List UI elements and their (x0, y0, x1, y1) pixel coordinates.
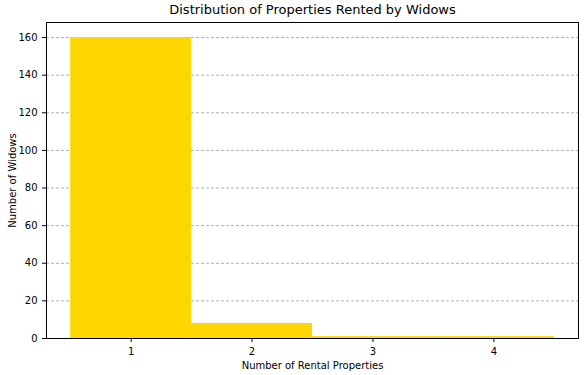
svg-text:120: 120 (18, 107, 37, 118)
svg-text:2: 2 (249, 346, 255, 357)
svg-text:0: 0 (31, 333, 37, 344)
svg-text:4: 4 (491, 346, 497, 357)
svg-text:100: 100 (18, 145, 37, 156)
svg-text:20: 20 (25, 295, 38, 306)
svg-text:80: 80 (25, 182, 38, 193)
svg-text:60: 60 (25, 220, 38, 231)
html-text:Distribution of Properties Ren: Distribution of Properties Rented by Wid… (169, 2, 456, 17)
svg-text:3: 3 (370, 346, 376, 357)
svg-text:40: 40 (25, 257, 38, 268)
svg-text:Number of Rental Properties: Number of Rental Properties (242, 360, 384, 371)
svg-text:Number of Widows: Number of Widows (7, 133, 18, 227)
svg-text:160: 160 (18, 32, 37, 43)
svg-text:1: 1 (128, 346, 134, 357)
svg-text:140: 140 (18, 69, 37, 80)
